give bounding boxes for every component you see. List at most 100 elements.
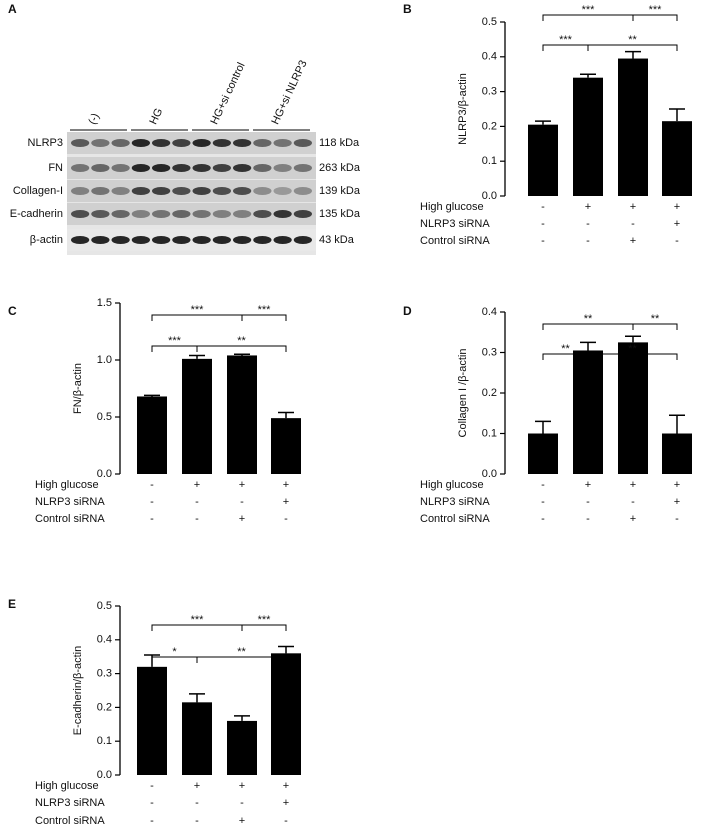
blot-band [71,236,90,244]
error-bar [580,341,596,351]
blot-band [253,187,272,195]
condition-sign: + [674,496,680,508]
blot-band [172,236,191,244]
blot-band [152,139,171,147]
condition-sign: - [150,797,154,809]
error-bar [535,120,551,125]
blot-band [192,236,211,244]
bar [227,355,257,474]
error-bar [580,73,596,78]
protein-label: Collagen-I [13,185,63,197]
condition-sign: + [585,479,591,491]
condition-sign: - [150,496,154,508]
panel-letter: A [8,2,17,16]
y-tick-label: 0.0 [482,190,497,202]
error-bar [189,693,205,703]
condition-label: Control siRNA [35,815,105,827]
size-label: 263 kDa [319,162,361,174]
y-tick-label: 1.0 [97,354,112,366]
condition-sign: + [239,479,245,491]
significance-label: *** [191,614,205,626]
blot-band [273,210,292,218]
condition-sign: - [541,479,545,491]
blot-band [71,139,90,147]
blot-band [212,236,231,244]
condition-sign: + [630,479,636,491]
blot-band [131,236,150,244]
bar [227,720,257,775]
y-tick-label: 0.4 [97,634,112,646]
size-label: 135 kDa [319,208,361,220]
bar [182,358,212,474]
condition-label: High glucose [35,479,99,491]
group-label: HG+si NLRP3 [269,59,309,127]
condition-sign: - [631,496,635,508]
condition-sign: - [675,235,679,247]
condition-sign: - [195,815,199,827]
blot-band [293,210,312,218]
bar [573,77,603,196]
significance-label: ** [651,313,660,325]
condition-sign: + [674,218,680,230]
condition-label: High glucose [35,780,99,792]
condition-sign: - [541,513,545,525]
protein-label: β-actin [30,234,63,246]
protein-label: NLRP3 [28,137,63,149]
size-label: 139 kDa [319,185,361,197]
significance-bracket [587,44,678,51]
condition-sign: + [585,201,591,213]
y-tick-label: 1.5 [97,297,112,309]
blot-band [212,210,231,218]
condition-label: Control siRNA [420,513,490,525]
y-tick-label: 0.3 [482,346,497,358]
blot-band [91,187,110,195]
error-bar [278,645,294,654]
significance-label: ** [237,335,246,347]
bar [271,653,301,775]
condition-sign: + [630,513,636,525]
blot-band [71,210,90,218]
error-bar [234,715,250,721]
significance-label: *** [168,335,182,347]
y-tick-label: 0.0 [482,468,497,480]
protein-label: E-cadherin [10,208,63,220]
significance-label: ** [237,646,246,658]
blot-band [253,236,272,244]
bar [618,342,648,474]
y-tick-label: 0.4 [482,306,497,318]
blot-band [111,236,130,244]
condition-sign: + [194,479,200,491]
blot-band [233,187,252,195]
blot-band [233,236,252,244]
condition-sign: + [630,201,636,213]
significance-label: *** [649,4,663,16]
condition-sign: + [283,797,289,809]
blot-band [253,210,272,218]
blot-band [71,187,90,195]
significance-label: ** [584,313,593,325]
blot-band [212,139,231,147]
condition-sign: + [283,780,289,792]
significance-label: *** [258,304,272,316]
bar [528,124,558,196]
condition-sign: - [586,513,590,525]
group-label: HG [147,106,165,126]
blot-band [91,139,110,147]
condition-sign: + [239,815,245,827]
panel-letter: D [403,304,412,318]
blot-band [152,187,171,195]
y-tick-label: 0.1 [97,735,112,747]
condition-sign: - [195,496,199,508]
condition-sign: - [284,513,288,525]
condition-label: High glucose [420,479,484,491]
condition-sign: + [283,479,289,491]
y-axis-label: Collagen I /β-actin [457,349,469,438]
y-tick-label: 0.3 [97,668,112,680]
y-tick-label: 0.3 [482,86,497,98]
y-axis-label: E-cadherin/β-actin [72,646,84,735]
condition-label: NLRP3 siRNA [35,797,105,809]
blot-band [111,210,130,218]
significance-bracket [632,323,678,330]
significance-label: ** [628,34,637,46]
bar [271,418,301,474]
